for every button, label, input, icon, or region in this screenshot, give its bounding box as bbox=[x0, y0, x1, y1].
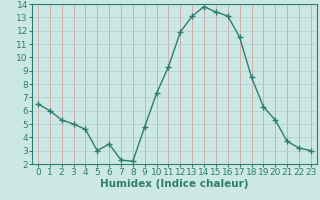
X-axis label: Humidex (Indice chaleur): Humidex (Indice chaleur) bbox=[100, 179, 249, 189]
